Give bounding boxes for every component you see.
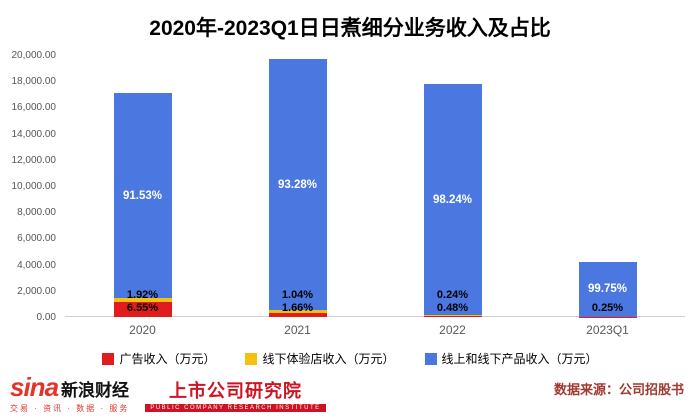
y-tick-label: 4,000.00 xyxy=(17,259,56,271)
stacked-bar: 93.28% xyxy=(268,58,327,317)
bar-slot: 91.53% 1.92% 6.55% 2020 xyxy=(65,55,220,337)
bars: 91.53% 1.92% 6.55% 2020 93.28% 1.04% 1.66% 2021… xyxy=(65,55,685,337)
legend: 广告收入（万元） 线下体验店收入（万元） 线上和线下产品收入（万元） xyxy=(0,350,700,367)
institute-logo: 上市公司研究院 PUBLIC COMPANY RESEARCH INSTITUT… xyxy=(145,377,326,412)
y-tick-label: 18,000.00 xyxy=(11,76,57,88)
bar-segment: 99.75% xyxy=(578,262,637,317)
chart-title: 2020年-2023Q1日日煮细分业务收入及占比 xyxy=(149,17,551,40)
sina-logo-row: sina 新浪财经 xyxy=(10,374,129,401)
y-tick-label: 10,000.00 xyxy=(11,181,57,192)
bar-segment: 91.53% xyxy=(113,93,172,299)
legend-swatch xyxy=(102,352,115,365)
bar-segment: 98.24% xyxy=(423,83,482,316)
bar-segment xyxy=(268,312,327,317)
y-tick-label: 6,000.00 xyxy=(17,233,56,245)
percent-label-lower: 0.48% xyxy=(436,302,469,314)
sina-wordmark: sina xyxy=(10,372,59,402)
y-axis: 20,000.00 18,000.00 16,000.00 14,000.00 12,0… xyxy=(0,50,62,323)
bar-segment xyxy=(113,298,172,303)
y-tick-label: 12,000.00 xyxy=(11,154,57,166)
percent-label-upper: 1.04% xyxy=(281,289,314,301)
bar-segment xyxy=(423,315,482,316)
legend-item: 线下体验店收入（万元） xyxy=(245,350,395,367)
percent-label-upper: 1.92% xyxy=(126,289,159,301)
stacked-bar: 98.24% xyxy=(423,83,482,317)
legend-item: 线上和线下产品收入（万元） xyxy=(424,350,598,367)
percent-label-lower: 1.66% xyxy=(281,302,314,314)
y-tick-label: 20,000.00 xyxy=(11,50,57,61)
bar-slot: 93.28% 1.04% 1.66% 2021 xyxy=(220,55,375,337)
percent-label-upper: 0.24% xyxy=(436,289,469,301)
x-axis-label: 2021 xyxy=(284,323,311,337)
sina-tagline: 交易 · 资讯 · 数据 · 服务 xyxy=(10,404,130,413)
percent-label-main: 91.53% xyxy=(122,189,162,202)
percent-label-lower: 6.55% xyxy=(126,302,159,314)
institute-name-en: PUBLIC COMPANY RESEARCH INSTITUTE xyxy=(145,403,326,412)
legend-swatch xyxy=(245,352,258,365)
y-tick-label: 2,000.00 xyxy=(17,285,56,297)
bar-segment: 93.28% xyxy=(268,58,327,311)
footer-logos: sina 新浪财经 交易 · 资讯 · 数据 · 服务 上市公司研究院 PUBL… xyxy=(10,374,326,414)
institute-name: 上市公司研究院 xyxy=(168,380,302,401)
bar-segment xyxy=(268,310,327,313)
stacked-bar: 99.75% xyxy=(578,262,637,317)
bar-segment xyxy=(113,302,172,317)
legend-label: 广告收入（万元） xyxy=(119,352,216,366)
stacked-bar: 91.53% xyxy=(113,93,172,317)
percent-label-main: 93.28% xyxy=(277,178,317,191)
bar-slot: 98.24% 0.24% 0.48% 2022 xyxy=(375,55,530,337)
plot-area xyxy=(65,55,685,317)
sina-logo: sina 新浪财经 交易 · 资讯 · 数据 · 服务 xyxy=(10,374,129,414)
legend-swatch xyxy=(424,352,437,365)
legend-label: 线上和线下产品收入（万元） xyxy=(441,352,598,366)
sina-brand-text: 新浪财经 xyxy=(61,381,130,400)
legend-label: 线下体验店收入（万元） xyxy=(262,352,395,366)
percent-label-lower: 0.25% xyxy=(591,302,624,314)
y-tick-label: 8,000.00 xyxy=(17,207,56,219)
x-axis-label: 2020 xyxy=(129,323,156,337)
bar-slot: 99.75% 0.25% 2023Q1 xyxy=(530,55,685,337)
y-tick-label: 0.00 xyxy=(36,312,56,323)
percent-label-main: 99.75% xyxy=(587,283,627,296)
y-tick-label: 16,000.00 xyxy=(11,102,57,114)
x-axis-label: 2023Q1 xyxy=(586,323,629,337)
legend-item: 广告收入（万元） xyxy=(102,350,215,367)
x-axis-label: 2022 xyxy=(439,323,466,337)
percent-label-main: 98.24% xyxy=(432,193,472,206)
data-source: 数据来源：公司招股书 xyxy=(553,382,684,397)
y-tick-label: 14,000.00 xyxy=(11,128,57,140)
bar-segment xyxy=(423,315,482,317)
